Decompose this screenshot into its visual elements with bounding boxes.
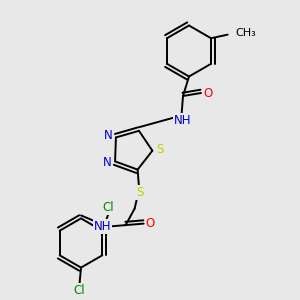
Text: Cl: Cl: [73, 284, 85, 297]
Text: NH: NH: [94, 220, 111, 233]
Text: Cl: Cl: [103, 201, 114, 214]
Text: N: N: [104, 129, 113, 142]
Text: O: O: [146, 217, 155, 230]
Text: S: S: [136, 186, 144, 199]
Text: S: S: [156, 143, 164, 156]
Text: O: O: [203, 86, 212, 100]
Text: N: N: [103, 156, 112, 170]
Text: CH₃: CH₃: [235, 28, 256, 38]
Text: NH: NH: [174, 114, 191, 128]
